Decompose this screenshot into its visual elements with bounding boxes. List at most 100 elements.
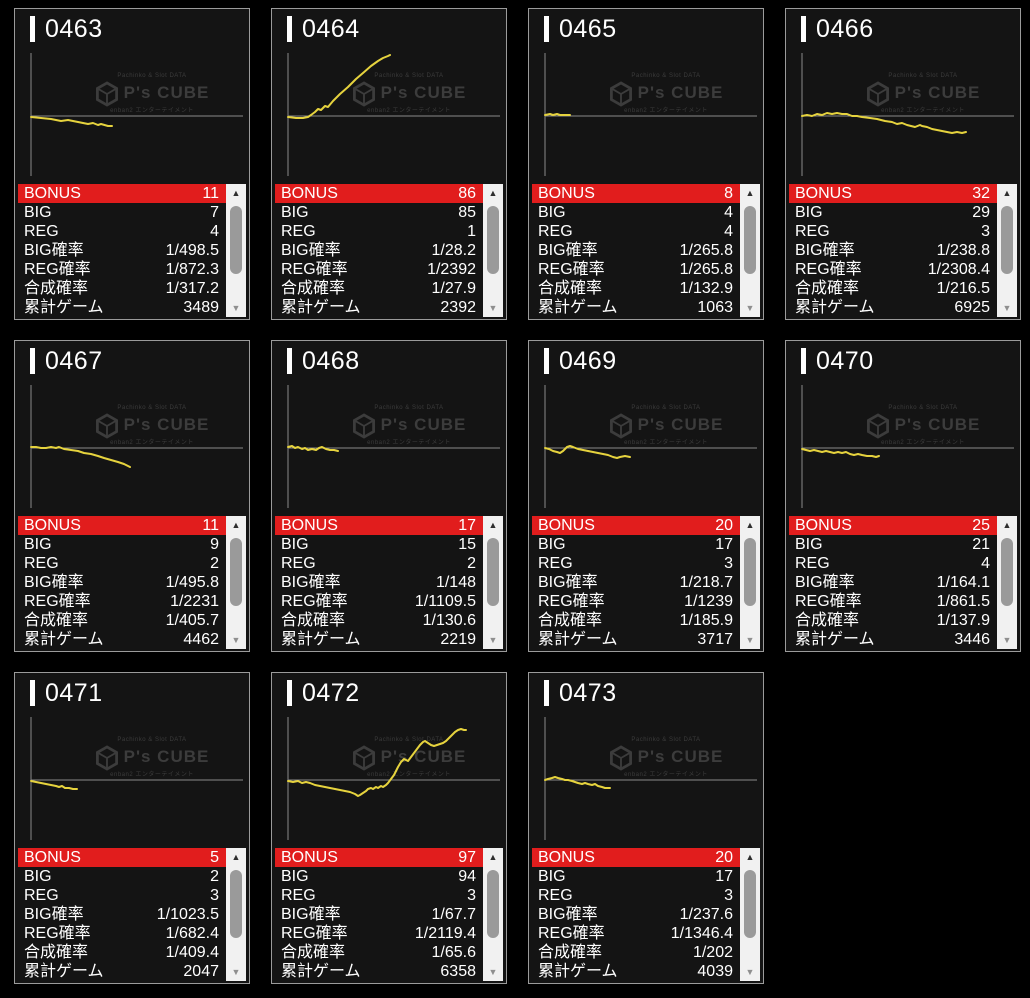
machine-title: 0470 <box>786 341 1020 381</box>
stat-value: 15 <box>458 536 476 553</box>
scroll-up-icon[interactable]: ▲ <box>488 188 498 198</box>
title-accent-bar <box>287 16 292 42</box>
stat-row-bonus: BONUS 20 <box>532 516 740 535</box>
stat-row-combined-rate: 合成確率 1/405.7 <box>18 611 226 630</box>
scroll-up-icon[interactable]: ▲ <box>231 852 241 862</box>
stat-label: REG確率 <box>795 593 862 610</box>
scroll-down-icon[interactable]: ▼ <box>231 635 241 645</box>
stat-row-bonus: BONUS 5 <box>18 848 226 867</box>
stats-table: BONUS 20 BIG 17 REG 3 BIG確率 1/218.7 REG確… <box>532 516 760 649</box>
machine-number: 0466 <box>816 14 874 43</box>
scroll-up-icon[interactable]: ▲ <box>231 188 241 198</box>
scrollbar-thumb[interactable] <box>230 870 242 938</box>
table-scrollbar[interactable]: ▲ ▼ <box>740 516 760 649</box>
scroll-down-icon[interactable]: ▼ <box>488 303 498 313</box>
scrollbar-thumb[interactable] <box>487 206 499 274</box>
hex-cube-icon <box>352 80 375 107</box>
scroll-down-icon[interactable]: ▼ <box>231 303 241 313</box>
table-scrollbar[interactable]: ▲ ▼ <box>997 184 1017 317</box>
scroll-up-icon[interactable]: ▲ <box>1002 520 1012 530</box>
stat-row-big-rate: BIG確率 1/1023.5 <box>18 905 226 924</box>
scroll-up-icon[interactable]: ▲ <box>488 852 498 862</box>
stat-row-big-rate: BIG確率 1/498.5 <box>18 241 226 260</box>
stat-label: 累計ゲーム <box>24 631 104 648</box>
stat-value: 85 <box>458 204 476 221</box>
stat-row-total-games: 累計ゲーム 3446 <box>789 630 997 649</box>
stat-label: BONUS <box>24 849 81 866</box>
table-scrollbar[interactable]: ▲ ▼ <box>483 516 503 649</box>
stat-label: 累計ゲーム <box>795 631 875 648</box>
scrollbar-thumb[interactable] <box>744 870 756 938</box>
stat-value: 9 <box>210 536 219 553</box>
scrollbar-thumb[interactable] <box>230 538 242 606</box>
scroll-down-icon[interactable]: ▼ <box>488 967 498 977</box>
stat-row-total-games: 累計ゲーム 2392 <box>275 298 483 317</box>
stat-label: REG確率 <box>281 593 348 610</box>
table-scrollbar[interactable]: ▲ ▼ <box>997 516 1017 649</box>
scroll-down-icon[interactable]: ▼ <box>745 635 755 645</box>
scroll-up-icon[interactable]: ▲ <box>488 520 498 530</box>
ps-cube-watermark: Pachinko & Slot DATA P's CUBE enban2 エンタ… <box>587 405 745 446</box>
stat-label: REG確率 <box>538 593 605 610</box>
stat-value: 2219 <box>440 631 476 648</box>
stat-label: BONUS <box>538 517 595 534</box>
scrollbar-thumb[interactable] <box>487 870 499 938</box>
table-scrollbar[interactable]: ▲ ▼ <box>226 184 246 317</box>
stat-value: 21 <box>972 536 990 553</box>
scroll-down-icon[interactable]: ▼ <box>745 967 755 977</box>
stat-value: 1 <box>467 223 476 240</box>
stat-value: 3 <box>724 555 733 572</box>
stat-value: 1/27.9 <box>431 280 476 297</box>
stat-label: BIG確率 <box>538 242 598 259</box>
stat-label: REG <box>24 555 59 572</box>
stat-value: 2 <box>210 868 219 885</box>
stat-label: 合成確率 <box>538 944 603 961</box>
stat-label: 累計ゲーム <box>24 963 104 980</box>
table-scrollbar[interactable]: ▲ ▼ <box>226 848 246 981</box>
stat-row-big-rate: BIG確率 1/237.6 <box>532 905 740 924</box>
stat-label: 累計ゲーム <box>795 299 875 316</box>
scroll-down-icon[interactable]: ▼ <box>231 967 241 977</box>
stat-row-big: BIG 17 <box>532 535 740 554</box>
stat-row-big: BIG 7 <box>18 203 226 222</box>
stat-row-combined-rate: 合成確率 1/317.2 <box>18 279 226 298</box>
scrollbar-thumb[interactable] <box>744 206 756 274</box>
scroll-down-icon[interactable]: ▼ <box>488 635 498 645</box>
table-scrollbar[interactable]: ▲ ▼ <box>483 848 503 981</box>
stat-row-reg: REG 3 <box>18 886 226 905</box>
scrollbar-thumb[interactable] <box>230 206 242 274</box>
stat-value: 2392 <box>440 299 476 316</box>
ps-cube-watermark: Pachinko & Slot DATA P's CUBE enban2 エンタ… <box>73 405 231 446</box>
stat-value: 1/405.7 <box>165 612 219 629</box>
stat-row-big: BIG 2 <box>18 867 226 886</box>
stat-value: 1/67.7 <box>431 906 476 923</box>
scroll-down-icon[interactable]: ▼ <box>745 303 755 313</box>
stat-row-combined-rate: 合成確率 1/202 <box>532 943 740 962</box>
stat-row-big: BIG 29 <box>789 203 997 222</box>
stats-table: BONUS 17 BIG 15 REG 2 BIG確率 1/148 REG確率 <box>275 516 503 649</box>
scrollbar-thumb[interactable] <box>1001 538 1013 606</box>
scroll-up-icon[interactable]: ▲ <box>231 520 241 530</box>
stat-row-big: BIG 4 <box>532 203 740 222</box>
machine-number: 0470 <box>816 346 874 375</box>
scroll-up-icon[interactable]: ▲ <box>745 188 755 198</box>
scroll-up-icon[interactable]: ▲ <box>745 852 755 862</box>
table-scrollbar[interactable]: ▲ ▼ <box>740 184 760 317</box>
scroll-up-icon[interactable]: ▲ <box>1002 188 1012 198</box>
scrollbar-thumb[interactable] <box>487 538 499 606</box>
scroll-up-icon[interactable]: ▲ <box>745 520 755 530</box>
machine-panel: 0465 Pachinko & Slot DATA P's CUBE enban… <box>528 8 764 320</box>
scroll-down-icon[interactable]: ▼ <box>1002 303 1012 313</box>
scrollbar-thumb[interactable] <box>744 538 756 606</box>
stat-label: BIG確率 <box>538 574 598 591</box>
table-scrollbar[interactable]: ▲ ▼ <box>483 184 503 317</box>
stat-value: 1/130.6 <box>422 612 476 629</box>
stat-label: BIG <box>281 868 309 885</box>
table-scrollbar[interactable]: ▲ ▼ <box>740 848 760 981</box>
stat-value: 1/137.9 <box>936 612 990 629</box>
table-scrollbar[interactable]: ▲ ▼ <box>226 516 246 649</box>
scroll-down-icon[interactable]: ▼ <box>1002 635 1012 645</box>
machine-panel: 0466 Pachinko & Slot DATA P's CUBE enban… <box>785 8 1021 320</box>
stat-value: 1/216.5 <box>936 280 990 297</box>
scrollbar-thumb[interactable] <box>1001 206 1013 274</box>
